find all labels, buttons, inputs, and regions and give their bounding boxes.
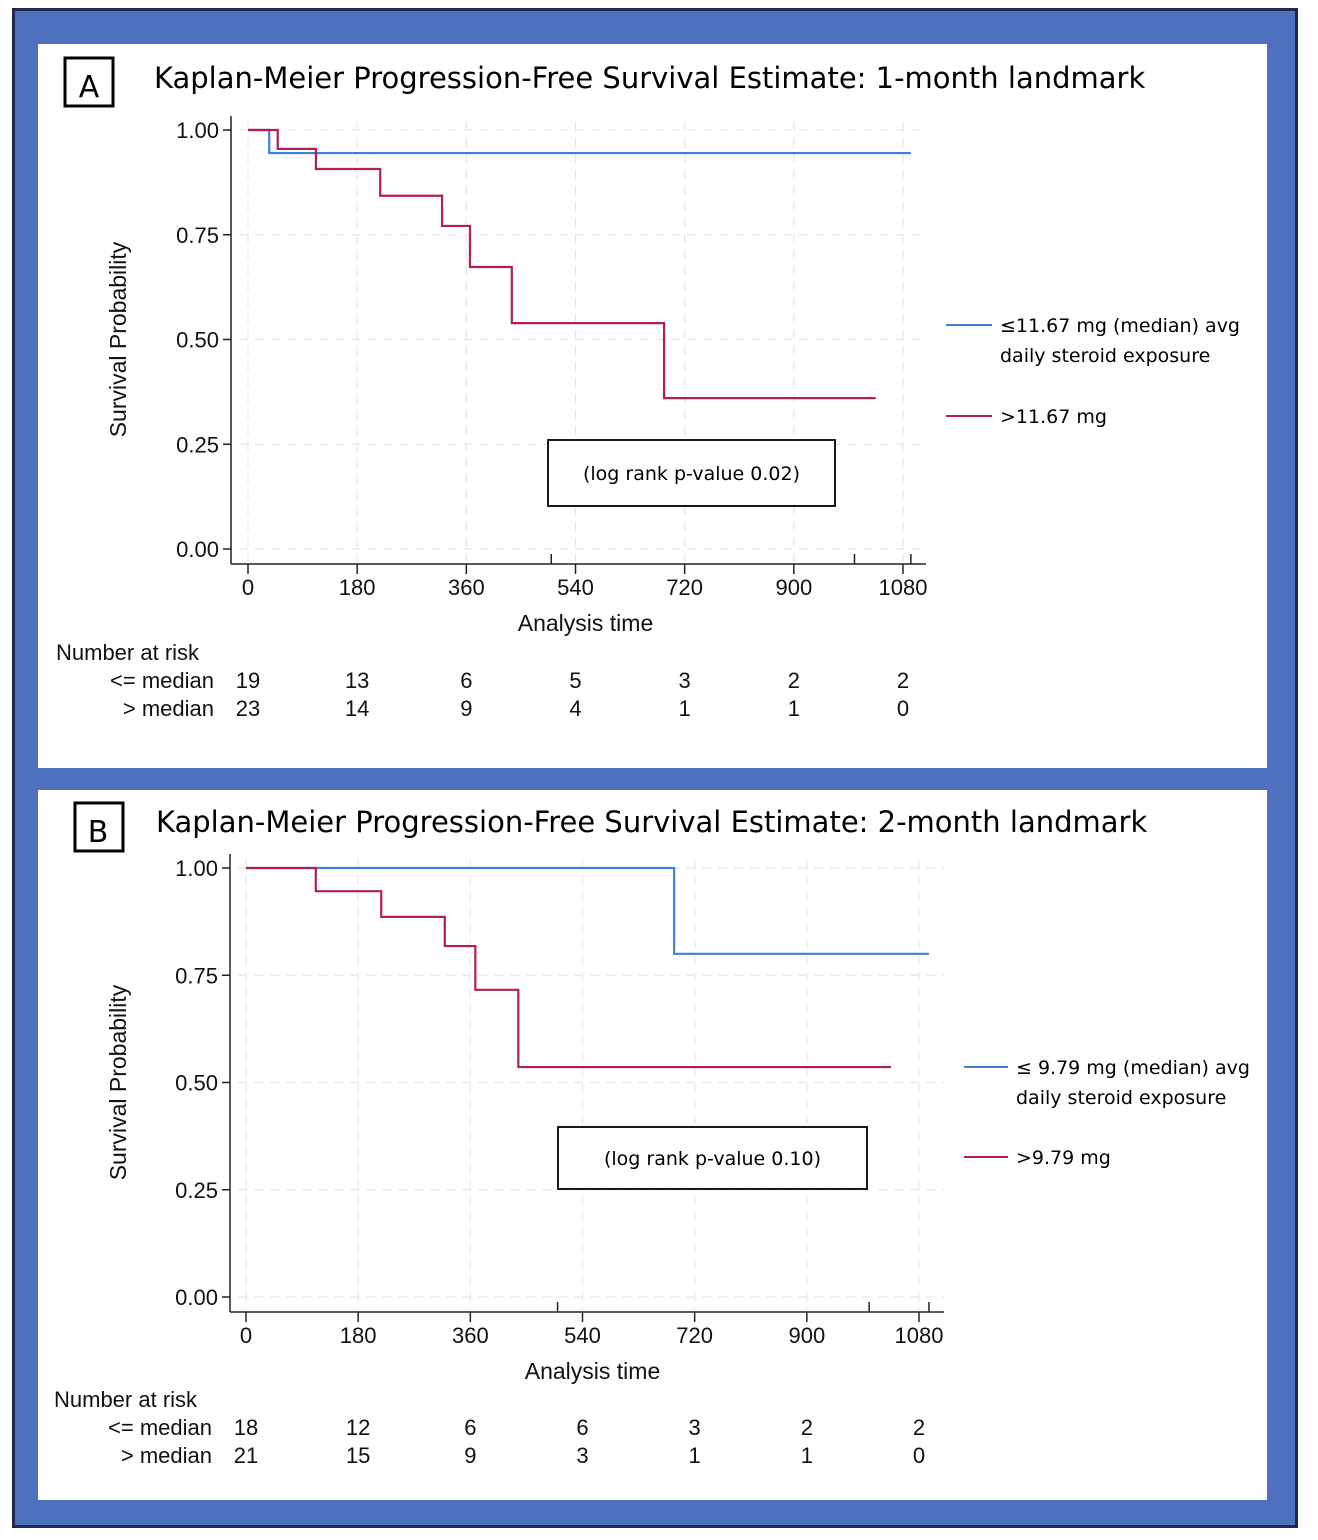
km-chart-b: B Kaplan-Meier Progression-Free Survival … [54,801,1250,1468]
risk-count: 21 [234,1443,258,1468]
y-tick-label: 0.00 [175,1285,218,1310]
log-rank-annotation: (log rank p-value 0.10) [604,1148,821,1170]
risk-count: 9 [464,1443,476,1468]
panel-label-box [73,801,125,853]
chart-title: Kaplan-Meier Progression-Free Survival E… [156,805,1147,839]
risk-row-label: > median [121,1443,212,1468]
risk-table-title: Number at risk [54,1387,198,1412]
risk-count: 2 [788,668,800,693]
panel-label: A [79,70,100,105]
x-tick-label: 360 [448,575,485,600]
y-tick-label: 0.25 [176,432,219,457]
x-tick-label: 720 [676,1323,713,1348]
x-tick-label: 0 [242,575,254,600]
legend-label: ≤11.67 mg (median) avg [1000,315,1240,337]
y-tick-label: 1.00 [176,118,219,143]
y-tick-label: 0.00 [176,537,219,562]
y-axis-title: Survival Probability [105,241,131,437]
x-tick-label: 180 [339,575,376,600]
y-tick-label: 0.25 [175,1178,218,1203]
panel-label: B [88,815,109,850]
km-chart-a: A Kaplan-Meier Progression-Free Survival … [56,56,1240,721]
x-tick-label: 540 [557,575,594,600]
panel-b: B Kaplan-Meier Progression-Free Survival … [38,790,1267,1500]
legend-label: >11.67 mg [1000,406,1107,428]
legend-label: ≤ 9.79 mg (median) avg [1016,1057,1250,1079]
km-curve-high-dose [246,866,891,1069]
x-axis-title: Analysis time [525,1358,660,1384]
risk-count: 1 [679,696,691,721]
risk-count: 3 [576,1443,588,1468]
risk-count: 5 [569,668,581,693]
panel-label-box [63,56,115,108]
annotation-box [547,439,836,507]
risk-row-label: <= median [108,1415,212,1440]
risk-count: 15 [346,1443,370,1468]
legend-label: daily steroid exposure [1016,1087,1226,1109]
y-tick-label: 1.00 [175,856,218,881]
risk-count: 2 [897,668,909,693]
risk-count: 13 [345,668,369,693]
legend-label: daily steroid exposure [1000,345,1210,367]
x-axis-title: Analysis time [518,610,653,636]
risk-count: 1 [788,696,800,721]
risk-count: 14 [345,696,369,721]
risk-row-label: <= median [110,668,214,693]
risk-count: 4 [569,696,581,721]
risk-count: 9 [460,696,472,721]
x-tick-label: 900 [788,1323,825,1348]
x-tick-label: 1080 [895,1323,944,1348]
annotation-box [557,1126,868,1190]
risk-table-title: Number at risk [56,640,200,665]
risk-count: 0 [897,696,909,721]
risk-count: 19 [236,668,260,693]
risk-count: 6 [460,668,472,693]
risk-count: 2 [913,1415,925,1440]
risk-count: 1 [689,1443,701,1468]
km-curve-high-dose [248,128,876,400]
risk-count: 2 [801,1415,813,1440]
risk-count: 3 [689,1415,701,1440]
x-tick-label: 900 [775,575,812,600]
y-tick-label: 0.50 [175,1071,218,1096]
y-tick-label: 0.50 [176,328,219,353]
panel-a: A Kaplan-Meier Progression-Free Survival … [38,44,1267,768]
risk-count: 3 [679,668,691,693]
risk-count: 12 [346,1415,370,1440]
risk-count: 6 [576,1415,588,1440]
x-tick-label: 180 [340,1323,377,1348]
risk-count: 6 [464,1415,476,1440]
risk-row-label: > median [123,696,214,721]
y-tick-label: 0.75 [175,963,218,988]
x-tick-label: 1080 [879,575,928,600]
y-axis-title: Survival Probability [105,984,131,1180]
x-tick-label: 360 [452,1323,489,1348]
km-curve-low-dose [248,128,911,155]
log-rank-annotation: (log rank p-value 0.02) [583,463,800,485]
risk-count: 1 [801,1443,813,1468]
x-tick-label: 0 [240,1323,252,1348]
y-tick-label: 0.75 [176,223,219,248]
x-tick-label: 540 [564,1323,601,1348]
km-curve-low-dose [246,866,929,955]
risk-count: 18 [234,1415,258,1440]
chart-title: Kaplan-Meier Progression-Free Survival E… [154,61,1145,95]
x-tick-label: 720 [666,575,703,600]
risk-count: 23 [236,696,260,721]
legend-label: >9.79 mg [1016,1147,1111,1169]
risk-count: 0 [913,1443,925,1468]
